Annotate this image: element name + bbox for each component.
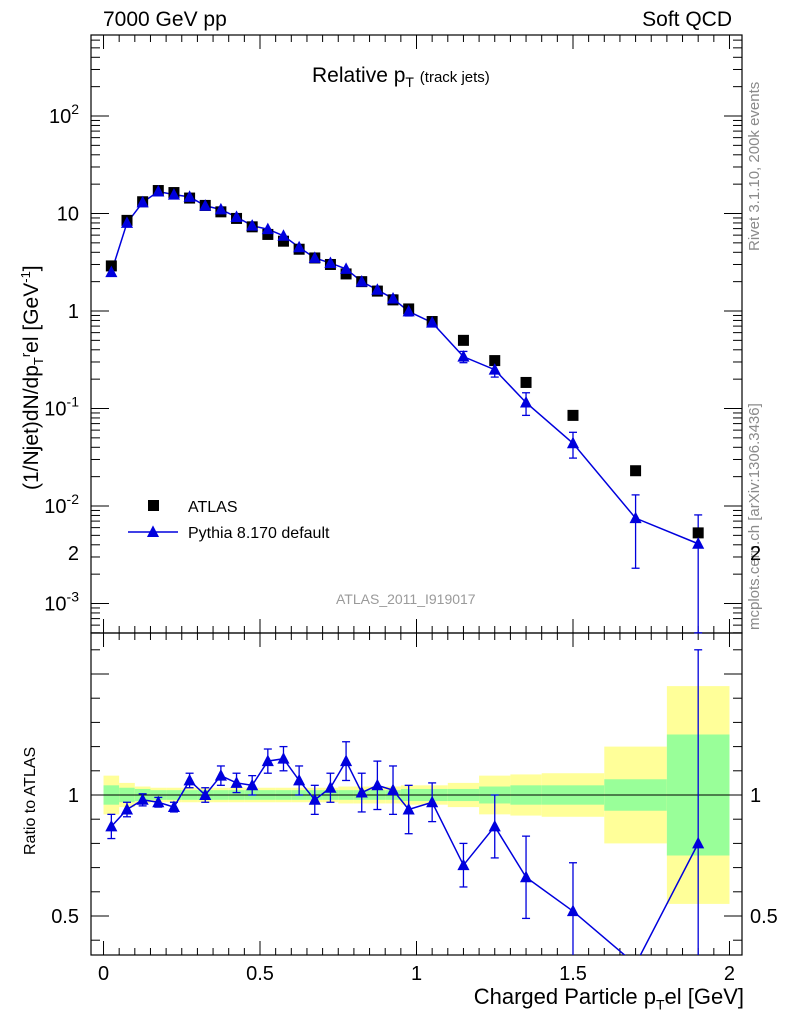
x-tick-label: 1 (411, 963, 422, 985)
pythia-ratio-point (402, 802, 415, 815)
pythia-ratio-point (457, 858, 470, 871)
pythia-main-point (105, 265, 118, 278)
pythia-ratio-point (183, 773, 196, 786)
pythia-ratio-point (566, 904, 580, 917)
pythia-main-point (488, 363, 501, 375)
atlas-data-point (520, 376, 532, 388)
pythia-main-point (457, 350, 470, 362)
pythia-main-point (355, 275, 368, 287)
x-tick-label: 0.5 (246, 963, 274, 985)
pythia-main-point (152, 184, 165, 197)
pythia-ratio-point (355, 785, 368, 798)
x-axis-label-sub: T (655, 996, 665, 1013)
x-tick-label: 2 (724, 963, 735, 985)
pythia-ratio-point (519, 870, 533, 883)
main-chart-title: Relative pT (track jets) (312, 64, 490, 90)
atlas-data-point (489, 355, 501, 367)
atlas-data-point (277, 235, 289, 247)
pythia-ratio-point (199, 788, 212, 800)
pythia-ratio-point (692, 836, 705, 849)
pythia-main-point (120, 216, 134, 228)
x-axis-label-rest: el [GeV] (664, 984, 744, 1009)
legend-atlas-label: ATLAS (188, 499, 238, 516)
pythia-main-point (629, 511, 642, 524)
x-tick-label: 1.5 (559, 963, 587, 985)
pythia-ratio-point (261, 754, 274, 767)
main-y-tick-label: 10-3 (44, 589, 79, 616)
atlas-data-point (457, 334, 469, 346)
watermark: ATLAS_2011_I919017 (336, 591, 476, 607)
legend-pythia-marker (146, 525, 160, 537)
pythia-main-point (426, 316, 439, 328)
atlas-data-point (262, 228, 274, 240)
pythia-ratio-point (488, 819, 501, 832)
main-y-tick-label: 10 (57, 204, 79, 226)
pythia-ratio-point (120, 802, 134, 815)
main-chart-title-main: Relative p (312, 64, 406, 87)
pythia-main-point (246, 219, 259, 231)
pythia-main-point (308, 251, 321, 263)
pythia-ratio-point (293, 773, 306, 786)
pythia-main-point (293, 240, 306, 253)
atlas-data-point (692, 527, 704, 539)
pythia-main-point (371, 283, 384, 295)
ratio-y-tick-label-left: 2 (68, 543, 79, 565)
atlas-data-point (340, 268, 352, 280)
pythia-ratio-point (167, 800, 180, 813)
pythia-main-line (110, 190, 699, 545)
pythia-main-point (183, 190, 196, 202)
pythia-main-point (214, 202, 227, 215)
pythia-ratio-point (214, 769, 227, 781)
legend-atlas-marker (148, 500, 159, 511)
main-y-tick-label: 10-1 (44, 394, 79, 421)
atlas-data-point (567, 409, 579, 421)
pythia-ratio-point (308, 793, 321, 805)
main-y-tick-label: 10-2 (44, 491, 79, 518)
main-y-tick-label: 102 (49, 101, 79, 128)
ratio-y-tick-label-left: 0.5 (51, 906, 79, 928)
main-frame-border (90, 34, 743, 634)
pythia-ratio-point (105, 819, 118, 832)
pythia-ratio-point (386, 783, 400, 796)
pythia-main-point (261, 222, 274, 235)
ratio-y-tick-label-right: 1 (750, 785, 761, 807)
header-right: Soft QCD (642, 8, 732, 31)
main-chart-title-note: (track jets) (419, 69, 490, 86)
pythia-ratio-point (246, 778, 259, 791)
pythia-main-point (324, 256, 337, 269)
ratio-y-tick-label-right: 2 (750, 543, 761, 565)
ratio-y-tick-label-left: 1 (68, 785, 79, 807)
header-left: 7000 GeV pp (103, 8, 227, 31)
pythia-main-point (340, 262, 353, 274)
atlas-data-point (630, 465, 642, 477)
ratio-y-tick-label-right: 0.5 (750, 906, 778, 928)
pythia-ratio-point (426, 795, 439, 808)
x-axis-label: Charged Particle pTel [GeV] (474, 984, 744, 1012)
pythia-ratio-point (152, 795, 165, 808)
pythia-ratio-point (230, 776, 243, 788)
pythia-main-point (386, 292, 400, 304)
main-chart-title-sub: T (405, 74, 414, 91)
x-axis-label-main: Charged Particle p (473, 984, 656, 1009)
main-y-tick-label: 1 (68, 301, 79, 323)
pythia-ratio-point (324, 781, 337, 793)
pythia-main-point (277, 229, 290, 241)
pythia-main-point (167, 188, 180, 200)
pythia-main-point (519, 395, 533, 408)
pythia-main-point (566, 436, 580, 449)
pythia-ratio-point (371, 778, 384, 791)
pythia-ratio-point (136, 793, 149, 805)
pythia-main-point (692, 537, 705, 549)
x-tick-label: 0 (98, 963, 109, 985)
pythia-ratio-point (277, 752, 290, 764)
legend-pythia-label: Pythia 8.170 default (188, 525, 330, 542)
pythia-main-point (230, 210, 243, 222)
pythia-main-point (136, 195, 149, 208)
pythia-main-point (402, 304, 415, 317)
pythia-ratio-point (340, 754, 353, 767)
pythia-main-point (199, 199, 212, 211)
